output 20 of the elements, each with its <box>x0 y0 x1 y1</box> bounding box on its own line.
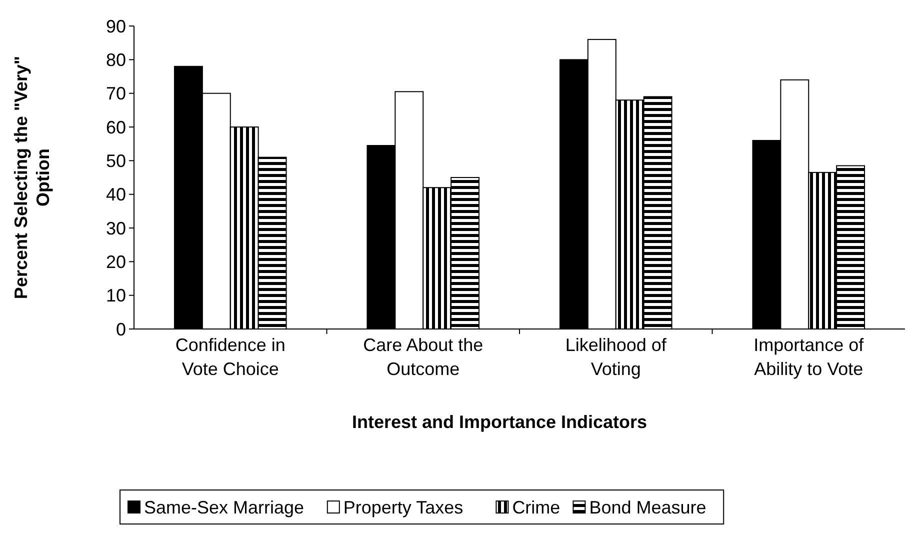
x-tick-label: Importance of Ability to Vote <box>754 335 865 379</box>
y-tick-label: 20 <box>106 252 126 272</box>
y-tick-label: 50 <box>106 150 126 171</box>
y-tick-label: 70 <box>106 84 126 104</box>
legend-label: Bond Measure <box>589 497 706 518</box>
legend-label: Crime <box>512 497 560 518</box>
y-axis-title: Percent Selecting the "Very" Option <box>11 56 53 300</box>
y-tick-label: 90 <box>106 16 126 36</box>
x-tick-label: Likelihood of Voting <box>565 335 668 379</box>
y-tick-label: 30 <box>106 218 126 238</box>
y-tick-label: 80 <box>106 50 126 70</box>
legend-label: Property Taxes <box>343 497 464 518</box>
y-tick-label: 40 <box>106 184 126 205</box>
x-tick-label: Confidence in Vote Choice <box>175 335 286 379</box>
x-tick-label: Care About the Outcome <box>363 335 484 379</box>
y-tick-label: 60 <box>106 117 126 138</box>
legend-label: Same-Sex Marriage <box>144 497 304 518</box>
x-axis-title: Interest and Importance Indicators <box>352 412 648 432</box>
y-tick-label: 0 <box>116 319 126 340</box>
y-tick-label: 10 <box>106 286 126 306</box>
